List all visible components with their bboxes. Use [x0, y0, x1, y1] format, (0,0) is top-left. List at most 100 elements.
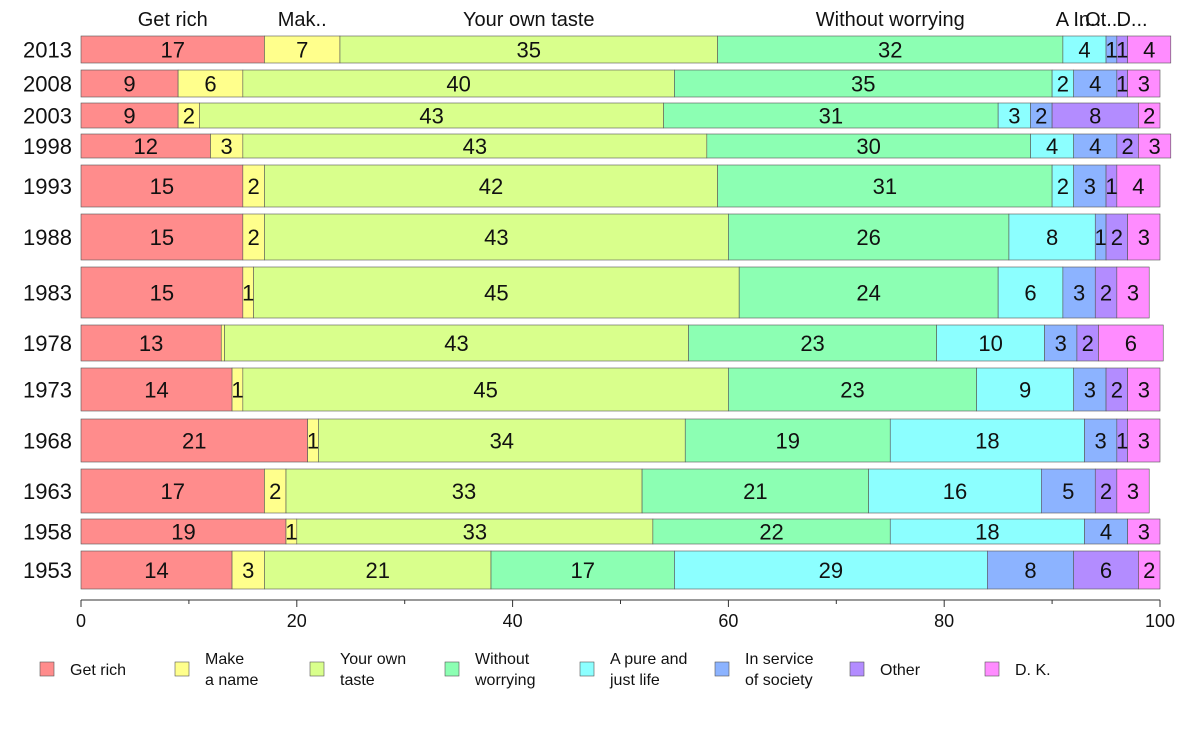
year-label-1973: 1973: [23, 378, 72, 403]
bar-row-1998: 1998 12 3 43 30 4 4 2 3: [23, 133, 1172, 159]
year-label-1998: 1998: [23, 134, 72, 159]
data-label-1973-2: 45: [473, 378, 497, 403]
data-label-2003-4: 3: [1008, 104, 1020, 129]
top-label-1: Mak..: [278, 9, 327, 31]
bar-segment-1963-5: [1041, 468, 1096, 514]
x-tick-label-20: 20: [287, 611, 307, 631]
bar-segment-1998-1: [210, 133, 244, 159]
bar-segment-1973-4: [976, 367, 1074, 412]
legend-swatch-0: [39, 661, 55, 677]
data-label-2013-6: 1: [1116, 38, 1128, 63]
legend-label-5-line2: of society: [745, 672, 813, 689]
data-label-1983-5: 3: [1073, 281, 1085, 306]
data-label-1983-7: 3: [1127, 281, 1139, 306]
data-label-1978-4: 10: [978, 331, 1002, 356]
top-label-4: A ...: [1056, 9, 1090, 31]
bar-segment-1963-4: [868, 468, 1042, 514]
bar-segment-1958-5: [1084, 518, 1128, 545]
bar-segment-2008-5: [1073, 69, 1118, 98]
bar-segment-1963-7: [1116, 468, 1150, 514]
bar-segment-2003-3: [663, 102, 999, 129]
data-label-1963-7: 3: [1127, 479, 1139, 504]
bar-segment-1978-3: [688, 324, 937, 362]
bar-segment-2008-0: [80, 69, 179, 98]
bar-row-1993: 1993 15 2 42 31 2 3 1 4: [23, 164, 1161, 208]
data-label-1963-2: 33: [452, 479, 476, 504]
legend-swatch-5: [714, 661, 730, 677]
bar-segment-1993-2: [264, 164, 718, 208]
bar-segment-1998-0: [80, 133, 211, 159]
bar-segment-2013-3: [717, 35, 1064, 64]
legend-label-1-line1: Make: [205, 651, 244, 668]
data-label-1973-3: 23: [840, 378, 864, 403]
data-label-2013-0: 17: [160, 38, 184, 63]
data-label-1978-5: 3: [1055, 331, 1067, 356]
bar-segment-1953-1: [231, 550, 265, 590]
legend-swatch-2: [309, 661, 325, 677]
bar-segment-1973-0: [80, 367, 233, 412]
data-label-2013-2: 35: [517, 38, 541, 63]
bar-segment-2008-7: [1127, 69, 1161, 98]
data-label-2008-1: 6: [204, 72, 216, 97]
data-label-1953-0: 14: [144, 558, 168, 583]
data-label-1963-4: 16: [943, 479, 967, 504]
top-label-0: Get rich: [138, 9, 208, 31]
legend-label-1-line2: a name: [205, 672, 258, 689]
data-label-1968-7: 3: [1138, 429, 1150, 454]
legend-label-5-line1: In service: [745, 651, 814, 668]
top-label-7: D...: [1116, 9, 1147, 31]
year-label-1963: 1963: [23, 479, 72, 504]
legend-label-4-line2: just life: [609, 672, 660, 689]
bar-segment-1983-5: [1062, 266, 1096, 319]
data-label-2008-2: 40: [446, 72, 470, 97]
data-label-1978-7: 6: [1125, 331, 1137, 356]
data-label-2008-7: 3: [1138, 72, 1150, 97]
bar-segment-1963-2: [285, 468, 643, 514]
bar-segment-1953-3: [490, 550, 675, 590]
data-label-1983-0: 15: [150, 281, 174, 306]
year-label-1978: 1978: [23, 331, 72, 356]
bar-segment-2013-1: [264, 35, 341, 64]
year-label-2003: 2003: [23, 104, 72, 129]
bar-segment-1953-2: [264, 550, 492, 590]
data-label-2008-6: 1: [1116, 72, 1128, 97]
data-label-1963-0: 17: [160, 479, 184, 504]
data-label-1968-6: 1: [1116, 429, 1128, 454]
data-label-1973-4: 9: [1019, 378, 1031, 403]
data-label-1988-1: 2: [248, 225, 260, 250]
bar-segment-1958-0: [80, 518, 287, 545]
data-label-2003-2: 43: [419, 104, 443, 129]
data-label-2003-3: 31: [819, 104, 843, 129]
bar-segment-2008-1: [177, 69, 244, 98]
legend-swatch-1: [174, 661, 190, 677]
bar-segment-2013-7: [1127, 35, 1172, 64]
bar-segment-1968-2: [318, 418, 686, 463]
legend-label-6: Other: [880, 662, 921, 679]
top-label-6: Ot...: [1085, 9, 1123, 31]
bar-row-1983: 1983 15 1 45 24 6 3 2 3: [23, 266, 1150, 319]
legend-label-3-line2: worrying: [474, 672, 535, 689]
data-label-1958-5: 4: [1100, 520, 1112, 545]
legend-swatch-6: [849, 661, 865, 677]
data-label-2008-4: 2: [1057, 72, 1069, 97]
bar-segment-1958-4: [889, 518, 1085, 545]
bar-segment-1998-4: [1030, 133, 1074, 159]
x-tick-label-0: 0: [76, 611, 86, 631]
year-label-1968: 1968: [23, 429, 72, 454]
data-label-1958-2: 33: [463, 520, 487, 545]
bar-segment-1968-4: [889, 418, 1085, 463]
year-label-1983: 1983: [23, 281, 72, 306]
bar-row-2013: 2013 17 7 35 32 4 11 4: [23, 35, 1172, 64]
bar-segment-2003-4: [997, 102, 1031, 129]
data-label-1988-6: 2: [1111, 225, 1123, 250]
data-label-1978-6: 2: [1082, 331, 1094, 356]
data-label-1983-1: 1: [242, 281, 254, 306]
data-label-2003-5: 2: [1035, 104, 1047, 129]
bar-segment-1988-3: [728, 213, 1010, 261]
bar-segment-1993-5: [1073, 164, 1107, 208]
data-label-2003-6: 8: [1089, 104, 1101, 129]
data-label-1993-6: 1: [1105, 174, 1117, 199]
data-label-2008-0: 9: [123, 72, 135, 97]
